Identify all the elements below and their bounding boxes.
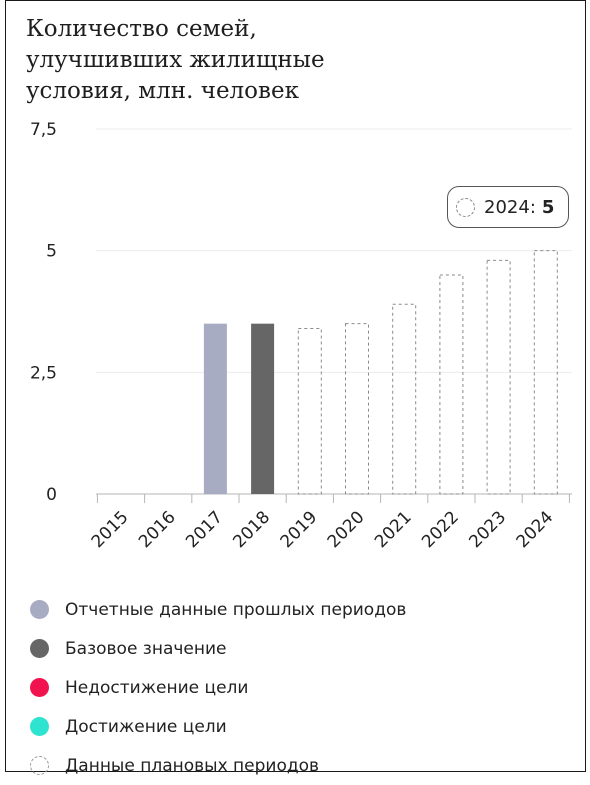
value-callout[interactable]: 2024: 5 [447, 186, 569, 228]
legend-swatch-planned-icon [30, 756, 49, 775]
legend-label-reported: Отчетные данные прошлых периодов [65, 599, 407, 620]
legend-swatch-achieved-icon [30, 717, 49, 736]
y-tick-label: 0 [46, 485, 57, 505]
callout-year: 2024 [484, 196, 530, 218]
planned-dot-icon [456, 197, 475, 217]
legend-swatch-miss-icon [30, 678, 49, 697]
chart-title-line-2: улучшивших жилищные [26, 47, 325, 73]
chart-title-line-1: Количество семей, [26, 16, 257, 42]
legend-label-base: Базовое значение [65, 638, 227, 659]
bar-planned [345, 323, 369, 495]
legend-swatch-reported-icon [30, 600, 49, 619]
bar-planned [533, 250, 558, 495]
bar-planned [439, 274, 464, 495]
x-tick-label: 2020 [324, 507, 369, 552]
legend-item-base[interactable]: Базовое значение [30, 629, 406, 668]
chart-title-line-3: условия, млн. человек [26, 78, 299, 104]
x-tick-label: 2017 [182, 507, 227, 552]
chart-title: Количество семей, улучшивших жилищные ус… [26, 14, 406, 107]
legend-item-planned[interactable]: Данные плановых периодов [30, 746, 406, 785]
bar-planned [297, 328, 322, 495]
legend-item-achieved[interactable]: Достижение цели [30, 707, 406, 746]
chart-legend: Отчетные данные прошлых периодов Базовое… [30, 590, 406, 785]
x-tick-label: 2019 [277, 507, 322, 552]
x-tick-label: 2018 [229, 507, 274, 552]
bar-base [251, 323, 275, 494]
bar-planned [486, 259, 511, 495]
y-tick-label: 2,5 [30, 363, 57, 383]
x-tick-label: 2021 [371, 507, 416, 552]
legend-swatch-base-icon [30, 639, 49, 658]
legend-label-planned: Данные плановых периодов [65, 755, 320, 776]
callout-value: 5 [541, 196, 555, 218]
bar-planned [392, 303, 417, 495]
y-tick-label: 7,5 [30, 120, 57, 140]
y-tick-label: 5 [46, 242, 57, 262]
callout-separator: : [529, 196, 536, 218]
x-tick-label: 2022 [418, 507, 463, 552]
x-tick-label: 2015 [88, 507, 133, 552]
legend-item-miss[interactable]: Недостижение цели [30, 668, 406, 707]
x-tick-label: 2016 [135, 507, 180, 552]
legend-label-miss: Недостижение цели [65, 677, 249, 698]
x-tick-label: 2023 [465, 507, 510, 552]
legend-item-reported[interactable]: Отчетные данные прошлых периодов [30, 590, 406, 629]
legend-label-achieved: Достижение цели [65, 716, 227, 737]
x-tick-label: 2024 [513, 507, 558, 552]
bar-reported [203, 323, 227, 494]
